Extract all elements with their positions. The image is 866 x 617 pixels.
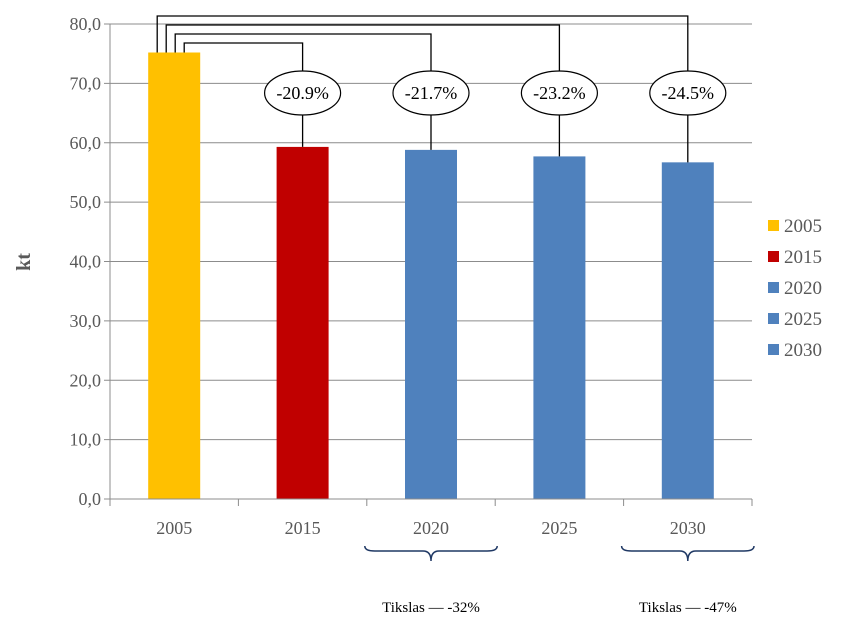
- legend-swatch-2020: [768, 282, 779, 293]
- legend-swatch-2015: [768, 251, 779, 262]
- x-tick-label: 2030: [670, 518, 706, 538]
- target-label-2020: Tikslas — -32%: [382, 600, 480, 616]
- connector-2025: [165, 24, 561, 157]
- change-bubble-2015: [264, 70, 342, 116]
- y-tick-label: 50,0: [70, 192, 102, 212]
- y-tick-label: 20,0: [70, 370, 102, 390]
- bar-2015: [276, 146, 329, 499]
- change-label-2015: -20.9%: [276, 83, 329, 103]
- change-label-2030: -24.5%: [662, 83, 715, 103]
- y-tick-label: 0,0: [79, 489, 102, 509]
- change-label-2020: -21.7%: [405, 83, 458, 103]
- x-tick-label: 2020: [413, 518, 449, 538]
- x-tick-label: 2005: [156, 518, 192, 538]
- change-bubble-2030: [649, 70, 727, 116]
- bar-2030: [661, 162, 714, 499]
- target-braces: Tikslas — -32% Tikslas — -47%: [364, 545, 755, 616]
- legend-label-2025: 2025: [784, 309, 822, 330]
- bar-2025: [533, 156, 586, 499]
- legend-label-2005: 2005: [784, 216, 822, 237]
- comparison-connectors: -20.9% -21.7% -23.2% -24.5%: [156, 15, 727, 163]
- bar-2005: [148, 52, 201, 499]
- legend-swatch-2025: [768, 313, 779, 324]
- y-axis-ticks: 0,0 10,0 20,0 30,0 40,0 50,0 60,0 70,0 80,0: [70, 14, 110, 509]
- legend-label-2020: 2020: [784, 278, 822, 299]
- target-brace-2020: [364, 545, 498, 562]
- y-tick-label: 80,0: [70, 14, 102, 34]
- change-label-2025: -23.2%: [533, 83, 586, 103]
- legend-swatch-2030: [768, 344, 779, 355]
- bar-2020: [405, 149, 457, 499]
- legend-label-2030: 2030: [784, 340, 822, 361]
- y-tick-label: 70,0: [70, 73, 102, 93]
- legend: 2005 2015 2020 2025 2030: [768, 216, 822, 361]
- x-tick-label: 2015: [285, 518, 321, 538]
- change-bubble-2020: [392, 70, 470, 116]
- target-label-2030: Tikslas — -47%: [639, 600, 737, 616]
- axes: [109, 24, 752, 500]
- target-brace-2030: [620, 545, 755, 562]
- y-tick-label: 30,0: [70, 311, 102, 331]
- change-bubble-2025: [520, 70, 599, 116]
- y-axis-label: kt: [13, 253, 35, 271]
- y-tick-label: 10,0: [70, 430, 102, 450]
- legend-swatch-2005: [768, 220, 779, 231]
- x-axis-ticks: 2005 2015 2020 2025 2030: [109, 499, 753, 538]
- y-tick-label: 40,0: [70, 252, 102, 272]
- bars: [148, 52, 714, 499]
- y-tick-label: 60,0: [70, 133, 102, 153]
- x-tick-label: 2025: [541, 518, 577, 538]
- legend-label-2015: 2015: [784, 247, 822, 268]
